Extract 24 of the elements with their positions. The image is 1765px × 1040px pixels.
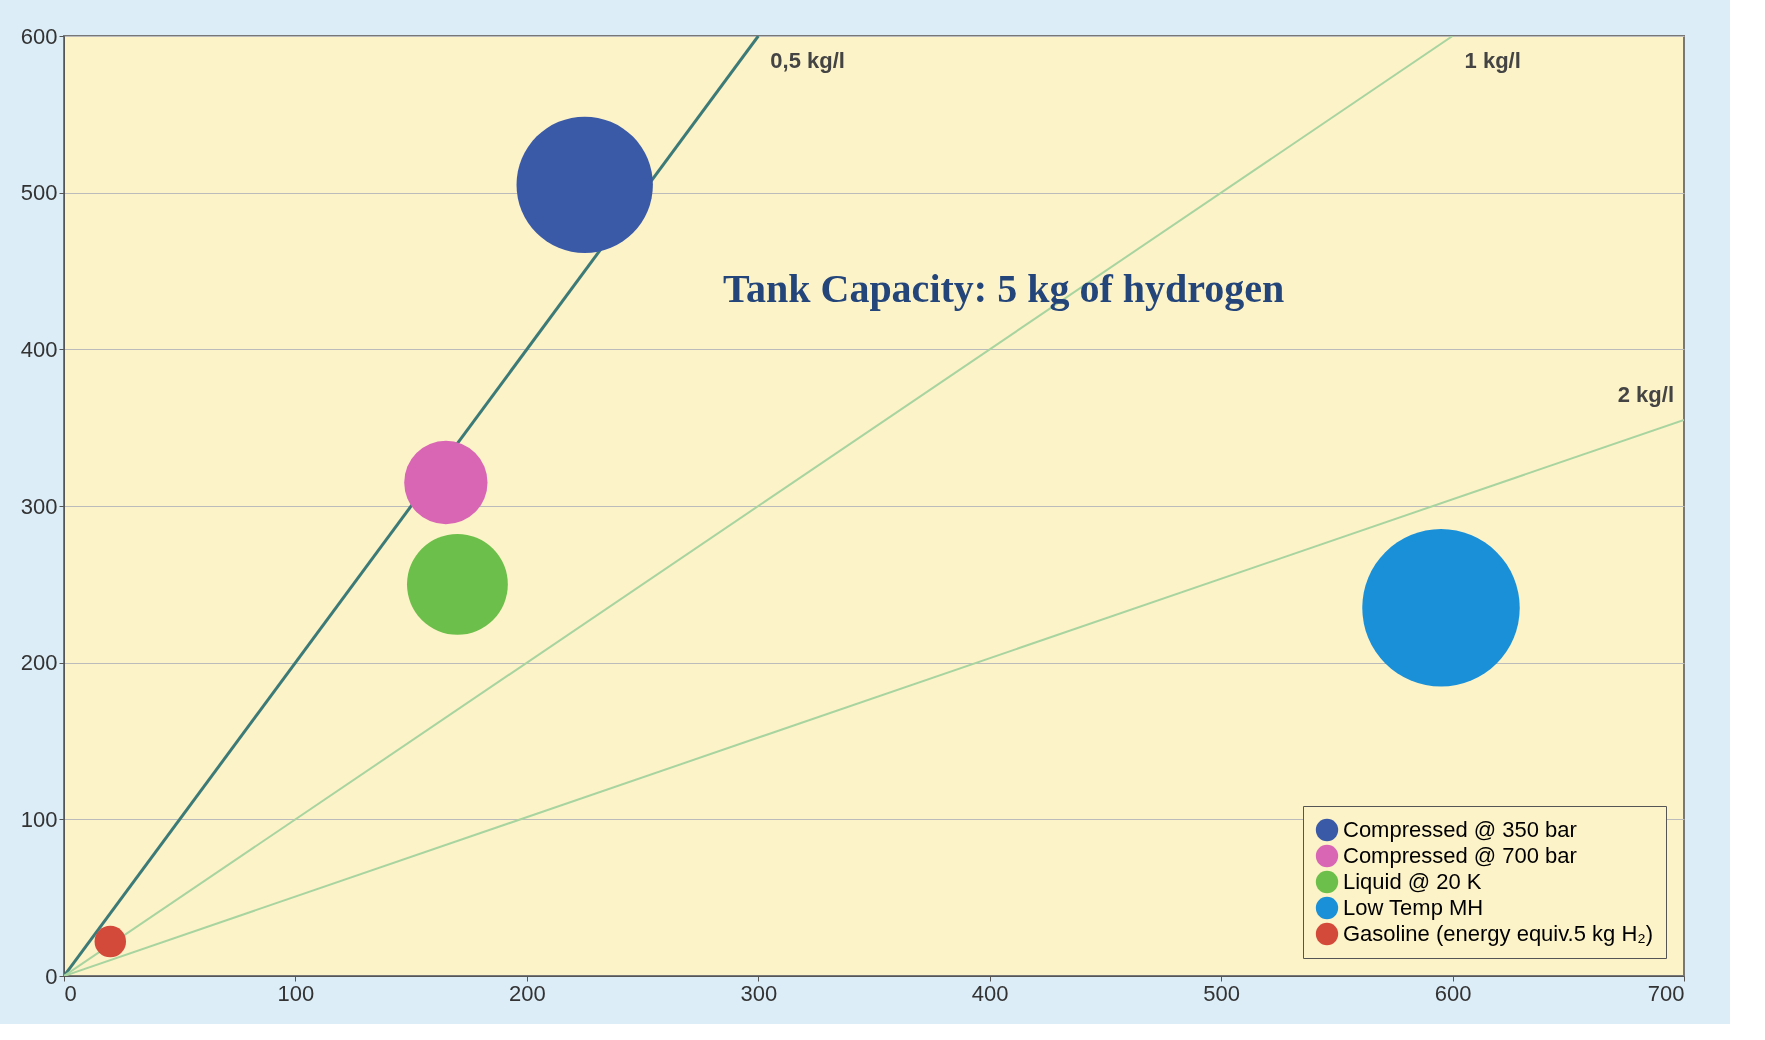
y-tick-label: 200 [20,650,58,676]
x-tick-label: 500 [1203,980,1240,1006]
series-label: 2 kg/l [1617,381,1674,407]
x-tick-label: 100 [277,980,315,1006]
y-tick-label: 100 [20,806,58,832]
series-label: 0,5 kg/l [770,48,845,73]
x-tick-label: 0 [64,980,77,1006]
x-tick-label: 700 [1647,980,1685,1006]
y-tick-label: 300 [20,493,58,519]
x-tick-label: 400 [971,980,1009,1006]
y-tick-label: 600 [20,23,58,49]
legend-label: Gasoline (energy equiv.5 kg H₂) [1343,921,1654,946]
y-tick-label: 0 [45,963,58,989]
x-tick-label: 600 [1434,980,1472,1006]
y-tick-label: 400 [20,336,58,362]
series-label: 1 kg/l [1464,48,1521,73]
legend-label: Compressed @ 350 bar [1343,817,1577,842]
x-tick-label: 200 [509,980,546,1006]
legend-label: Compressed @ 700 bar [1343,843,1577,868]
legend-label: Liquid @ 20 K [1343,869,1482,894]
y-tick-label: 500 [20,180,58,206]
x-tick-label: 300 [740,980,778,1006]
annotation: Tank Capacity: 5 kg of hydrogen [722,265,1285,311]
legend-label: Low Temp MH [1343,895,1484,920]
